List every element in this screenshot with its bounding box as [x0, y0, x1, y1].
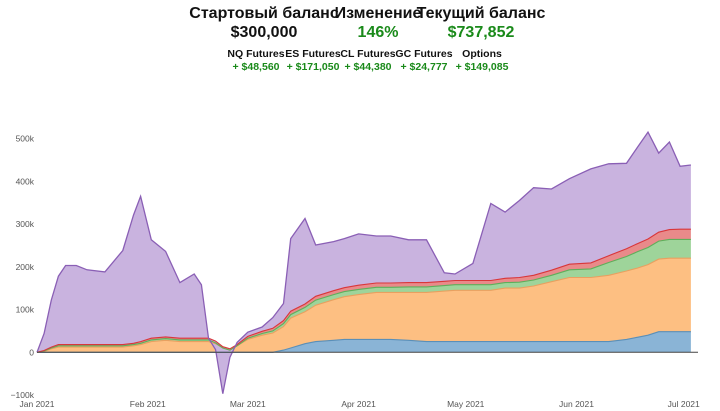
series-lines	[36, 130, 691, 394]
nq-futures-value: + $48,560	[232, 61, 280, 73]
options-line	[36, 130, 691, 394]
nq-futures-area	[37, 331, 691, 353]
nq-futures-label: NQ Futures	[227, 48, 285, 60]
cl-futures-label: CL Futures	[340, 48, 396, 60]
x-axis-ticks: Jan 2021 Feb 2021 Mar 2021 Apr 2021 May 2021…	[20, 399, 701, 409]
x-tick-label: May 2021	[447, 399, 485, 409]
x-tick-label: Apr 2021	[341, 399, 376, 409]
options-label: Options	[462, 48, 502, 60]
gc-futures-label: GC Futures	[395, 48, 453, 60]
y-tick-label: 400k	[16, 176, 35, 186]
balance-summary: Стартовый баланс Изменение Текущий балан…	[0, 0, 720, 90]
es-futures-line	[36, 257, 691, 353]
options-value: + $149,085	[455, 61, 509, 73]
y-tick-label: 0	[29, 347, 34, 357]
y-tick-label: 500k	[16, 134, 35, 144]
options-area	[37, 132, 691, 394]
start-balance-value: $300,000	[230, 24, 298, 41]
y-axis-ticks: −100k 0 100k 200k 300k 400k 500k	[11, 134, 35, 400]
y-tick-label: −100k	[11, 390, 35, 400]
es-futures-area	[37, 258, 691, 353]
x-tick-label: Mar 2021	[230, 399, 266, 409]
y-tick-label: 300k	[16, 219, 35, 229]
x-tick-label: Feb 2021	[130, 399, 166, 409]
change-label: Изменение	[334, 5, 422, 22]
gc-futures-value: + $24,777	[400, 61, 448, 73]
current-balance-value: $737,852	[447, 24, 515, 41]
y-tick-label: 100k	[16, 305, 35, 315]
x-tick-label: Jan 2021	[20, 399, 55, 409]
es-futures-value: + $171,050	[286, 61, 340, 73]
y-tick-label: 200k	[16, 262, 35, 272]
series-areas	[37, 132, 691, 394]
cl-futures-line	[36, 238, 691, 353]
es-futures-label: ES Futures	[285, 48, 341, 60]
current-balance-label: Текущий баланс	[416, 5, 546, 22]
gc-futures-line	[36, 228, 691, 353]
start-balance-label: Стартовый баланс	[189, 5, 339, 22]
change-value: 146%	[357, 24, 399, 41]
x-tick-label: Jun 2021	[559, 399, 594, 409]
cl-futures-value: + $44,380	[344, 61, 392, 73]
x-tick-label: Jul 2021	[668, 399, 700, 409]
